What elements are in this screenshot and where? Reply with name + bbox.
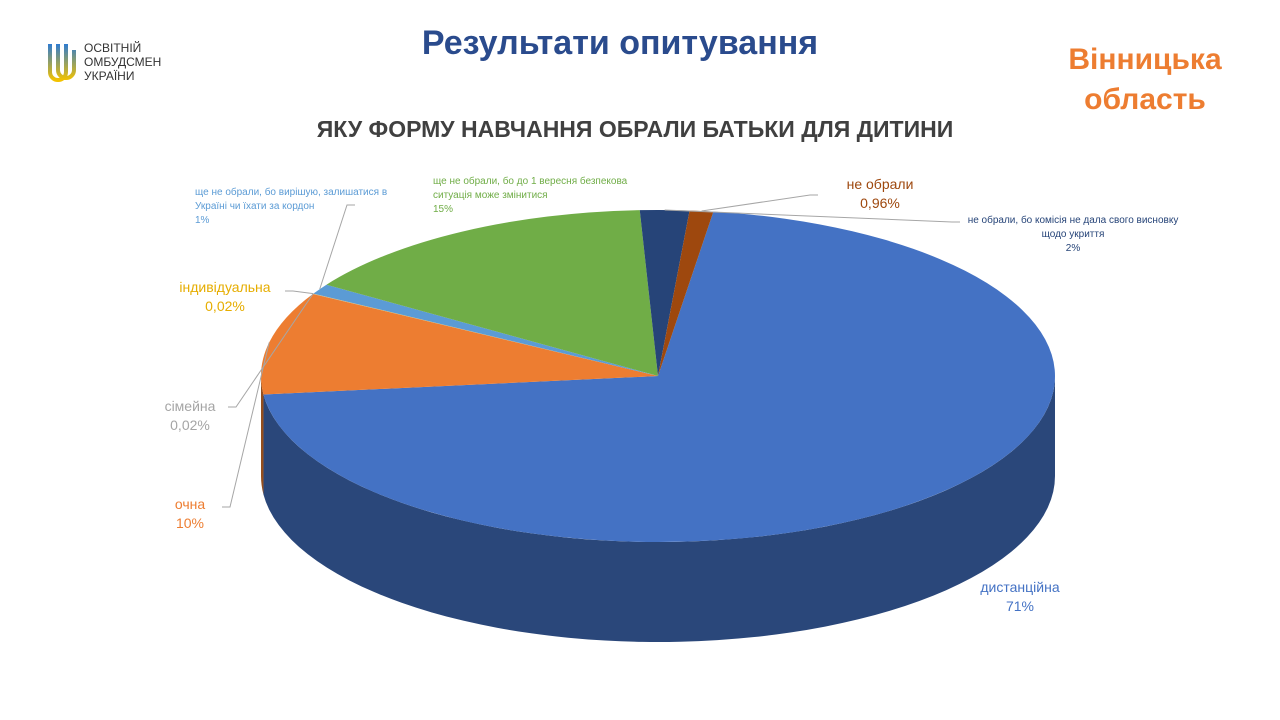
label-value: 0,96%: [860, 195, 900, 211]
leader-line: [285, 290, 314, 295]
label-value: 1%: [195, 215, 210, 226]
label-name: дистанційна: [980, 579, 1060, 595]
data-label: ще не обрали, бо вирішую, залишатися в У…: [195, 186, 410, 228]
leader-line: [222, 342, 270, 508]
label-name: ще не обрали, бо вирішую, залишатися в У…: [195, 187, 388, 212]
logo-line: ОСВІТНІЙ: [84, 41, 142, 55]
label-name: не обрали: [846, 176, 914, 192]
logo-text: ОСВІТНІЙ ОМБУДСМЕН УКРАЇНИ: [84, 41, 161, 83]
label-name: ще не обрали, бо до 1 вересня безпекова …: [433, 176, 628, 201]
pie-slice: [326, 210, 658, 376]
leader-line: [701, 194, 818, 212]
data-label: індивідуальна 0,02%: [160, 278, 290, 316]
label-value: 0,02%: [205, 298, 245, 314]
label-name: не обрали, бо комісія не дала свого висн…: [967, 215, 1179, 240]
leader-line: [664, 209, 960, 223]
label-value: 71%: [1005, 598, 1035, 614]
pie-slice: [313, 284, 658, 376]
pie-slice: [312, 293, 658, 376]
pie-slice: [658, 210, 714, 376]
label-value: 15%: [433, 204, 454, 215]
data-label: сімейна 0,02%: [130, 397, 250, 435]
page-title: Результати опитування: [421, 24, 819, 62]
label-name: очна: [174, 496, 206, 512]
pie-side: [263, 376, 1055, 642]
data-label: дистанційна 71%: [930, 578, 1110, 616]
label-value: 2%: [1065, 243, 1081, 254]
logo-icon: [48, 44, 76, 82]
pie-slice: [639, 210, 690, 376]
label-value: 10%: [175, 515, 205, 531]
leader-line: [228, 293, 314, 408]
label-name: сімейна: [164, 398, 216, 414]
data-label: очна 10%: [130, 495, 250, 533]
pie-slice: [263, 211, 1055, 542]
data-label: ще не обрали, бо до 1 вересня безпекова …: [433, 175, 648, 217]
label-name: індивідуальна: [179, 279, 271, 295]
pie-side: [261, 376, 264, 495]
pie-slice: [261, 293, 658, 395]
label-value: 0,02%: [170, 417, 210, 433]
leader-line: [319, 204, 355, 290]
chart-title: ЯКУ ФОРМУ НАВЧАННЯ ОБРАЛИ БАТЬКИ ДЛЯ ДИТ…: [316, 116, 954, 142]
data-label: не обрали 0,96%: [820, 175, 940, 213]
logo-line: ОМБУДСМЕН: [84, 55, 162, 69]
data-label: не обрали, бо комісія не дала свого висн…: [958, 214, 1188, 256]
region: Вінницька область: [1068, 43, 1222, 116]
logo-line: УКРАЇНИ: [84, 69, 135, 83]
pie-slice: [313, 293, 658, 376]
